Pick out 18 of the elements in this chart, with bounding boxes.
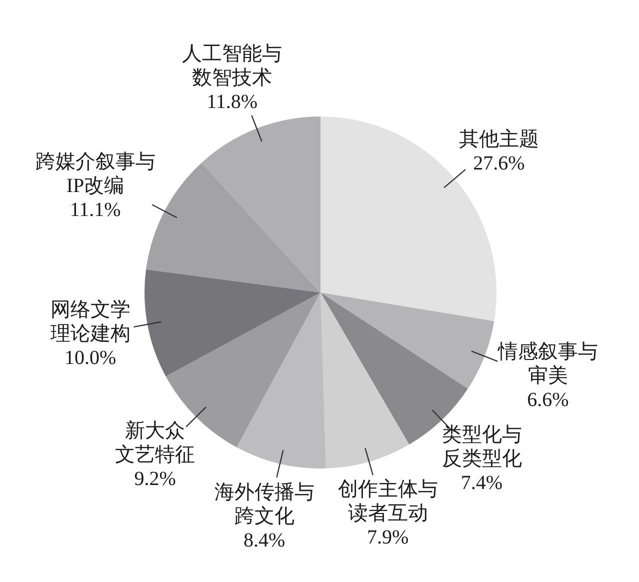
slice-label: 人工智能与数智技术 [182,43,282,90]
slice-label: 情感叙事与审美 [496,340,598,387]
slice-label: 网络文学理论建构 [50,299,130,346]
data-label: 6.6% [527,388,569,411]
slice-label: 跨媒介叙事与IP改编 [35,151,156,198]
data-label: 7.9% [367,526,409,549]
slice-label: 其他主题 [458,127,539,150]
data-label: 10.0% [64,347,116,370]
data-label: 7.4% [460,472,503,494]
data-label: 27.6% [473,152,525,174]
data-label: 11.8% [206,91,258,114]
slice-label: 类型化与反类型化 [442,424,522,470]
data-label: 11.1% [70,199,121,222]
slice-label: 新大众文艺特征 [115,420,196,466]
slice-label: 海外传播与跨文化 [214,481,314,528]
slice-label: 创作主体与读者互动 [338,478,438,525]
data-label: 9.2% [134,468,176,490]
data-label: 8.4% [243,529,286,552]
